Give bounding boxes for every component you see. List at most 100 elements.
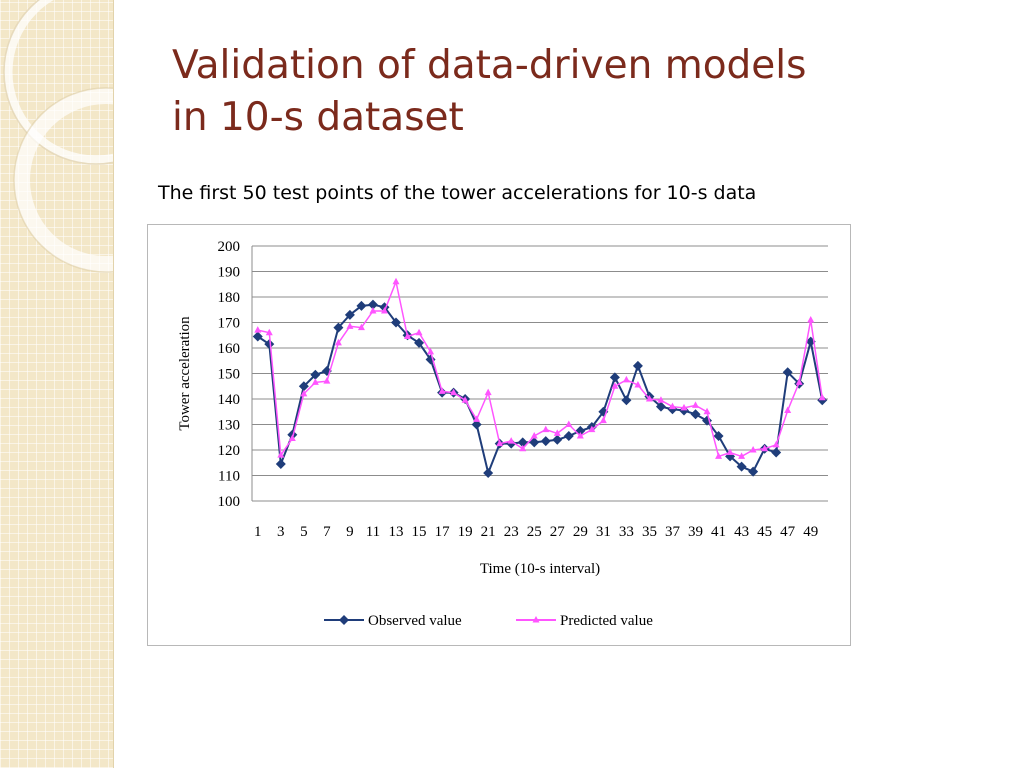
observed-data-point — [391, 317, 401, 328]
legend-marker-triangle — [532, 616, 540, 623]
y-tick-label: 120 — [218, 443, 241, 459]
legend-label: Observed value — [368, 613, 462, 629]
x-tick-label: 7 — [323, 524, 331, 540]
observed-data-point — [333, 322, 344, 333]
x-tick-label: 41 — [711, 524, 726, 540]
series-line-predicted — [257, 279, 823, 458]
predicted-data-point — [300, 389, 308, 397]
x-tick-label: 11 — [366, 524, 380, 540]
observed-data-point — [609, 372, 620, 383]
y-tick-label: 170 — [218, 316, 241, 332]
x-tick-label: 19 — [458, 524, 473, 540]
observed-data-point — [736, 461, 747, 472]
decorative-rings — [3, 0, 113, 273]
observed-data-point — [471, 419, 482, 430]
observed-data-point — [621, 395, 632, 406]
predicted-data-point — [530, 431, 538, 439]
x-tick-label: 39 — [688, 524, 703, 540]
x-tick-label: 29 — [573, 524, 588, 540]
y-tick-label: 140 — [218, 392, 241, 408]
predicted-data-point — [507, 437, 515, 444]
predicted-data-point — [565, 420, 573, 427]
predicted-data-point — [772, 440, 780, 448]
predicted-data-point — [634, 380, 642, 388]
predicted-data-point — [438, 387, 446, 394]
y-tick-label: 130 — [218, 418, 241, 434]
predicted-data-point — [553, 429, 561, 436]
observed-data-point — [414, 337, 425, 348]
predicted-data-point — [692, 401, 700, 408]
observed-data-point — [748, 466, 759, 477]
x-tick-label: 21 — [481, 524, 496, 540]
x-tick-label: 49 — [803, 524, 818, 540]
predicted-data-point — [784, 406, 792, 413]
predicted-data-point — [380, 307, 388, 314]
x-tick-label: 15 — [412, 524, 427, 540]
observed-data-point — [632, 360, 643, 371]
y-tick-label: 150 — [218, 367, 241, 383]
decorative-side-panel — [0, 0, 114, 768]
x-tick-label: 43 — [734, 524, 749, 540]
predicted-data-point — [588, 425, 596, 433]
predicted-data-point — [277, 451, 285, 458]
predicted-data-point — [484, 388, 492, 396]
predicted-data-point — [415, 328, 423, 336]
y-axis-title: Tower acceleration — [177, 316, 193, 431]
observed-data-point — [344, 309, 355, 320]
predicted-data-point — [519, 444, 527, 452]
observed-data-point — [713, 430, 724, 441]
predicted-data-point — [392, 277, 400, 285]
predicted-data-point — [668, 402, 676, 410]
predicted-data-point — [703, 407, 711, 415]
predicted-data-point — [265, 328, 273, 336]
predicted-data-point — [357, 323, 365, 331]
predicted-data-point — [461, 396, 469, 403]
observed-data-point — [356, 300, 367, 311]
predicted-data-point — [427, 347, 435, 355]
predicted-data-point — [680, 403, 688, 411]
x-tick-label: 33 — [619, 524, 634, 540]
predicted-data-point — [346, 322, 354, 329]
predicted-data-point — [622, 375, 630, 383]
observed-data-point — [298, 381, 309, 392]
x-tick-label: 13 — [389, 524, 404, 540]
predicted-data-point — [311, 378, 319, 385]
predicted-data-point — [807, 315, 815, 323]
y-tick-label: 100 — [218, 494, 241, 510]
slide-title-line-1: Validation of data-driven models — [172, 43, 807, 88]
series-line-observed — [257, 303, 824, 477]
predicted-data-point — [323, 377, 331, 384]
chart-frame: 100 110 120 130 140 150 160 170 180 190 200 1 3 5 7 9 11… — [147, 224, 851, 646]
observed-data-point — [690, 409, 701, 420]
predicted-data-point — [542, 425, 550, 433]
y-tick-label: 200 — [218, 239, 241, 255]
slide-title-line-2: in 10-s dataset — [172, 95, 464, 140]
observed-data-point — [540, 436, 551, 447]
predicted-data-point — [795, 378, 803, 385]
predicted-data-point — [726, 448, 734, 456]
observed-data-point — [563, 430, 574, 441]
observed-data-point — [552, 434, 563, 445]
slide-title: Validation of data-driven models in 10-s… — [172, 40, 972, 144]
x-tick-label: 47 — [780, 524, 796, 540]
chart-caption: The first 50 test points of the tower ac… — [158, 182, 757, 204]
predicted-data-point — [450, 388, 458, 396]
predicted-data-point — [611, 382, 619, 389]
predicted-data-point — [496, 439, 504, 447]
x-axis-title: Time (10-s interval) — [480, 561, 600, 577]
legend-label: Predicted value — [560, 613, 653, 629]
x-tick-label: 35 — [642, 524, 657, 540]
x-tick-label: 1 — [254, 524, 262, 540]
predicted-data-point — [288, 434, 296, 442]
predicted-data-point — [761, 444, 769, 452]
observed-data-point — [817, 395, 828, 406]
observed-data-point — [782, 367, 793, 378]
predicted-data-point — [254, 326, 262, 333]
observed-data-point — [655, 401, 666, 412]
y-tick-label: 110 — [218, 469, 240, 485]
predicted-data-point — [715, 452, 723, 459]
predicted-data-point — [645, 395, 653, 402]
y-tick-label: 180 — [218, 290, 241, 306]
predicted-data-point — [749, 446, 757, 453]
predicted-data-point — [599, 416, 607, 424]
